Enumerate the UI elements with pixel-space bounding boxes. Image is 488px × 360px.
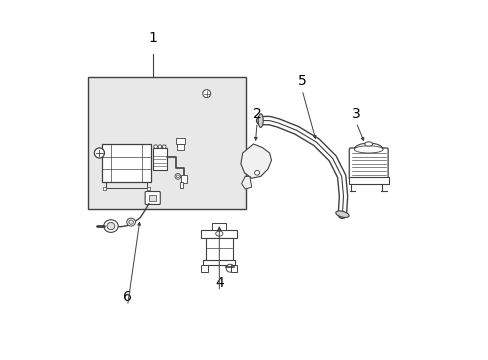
Bar (212, 223, 226, 230)
Text: 4: 4 (215, 276, 223, 290)
Polygon shape (241, 144, 271, 178)
Bar (147, 187, 150, 190)
Bar (201, 265, 207, 272)
Ellipse shape (128, 220, 133, 224)
Ellipse shape (354, 146, 382, 153)
Ellipse shape (175, 174, 181, 179)
FancyBboxPatch shape (348, 148, 387, 180)
Bar (149, 195, 156, 201)
Ellipse shape (176, 175, 179, 178)
Bar (201, 230, 237, 238)
Ellipse shape (107, 222, 115, 230)
Ellipse shape (225, 264, 234, 272)
Ellipse shape (158, 145, 162, 148)
Bar (179, 182, 183, 188)
Ellipse shape (203, 90, 210, 98)
Ellipse shape (335, 211, 348, 217)
Text: 6: 6 (123, 290, 132, 304)
Bar (230, 265, 237, 272)
Bar (181, 175, 186, 183)
Ellipse shape (103, 220, 118, 233)
Bar (203, 260, 235, 265)
Ellipse shape (254, 170, 259, 175)
Text: 3: 3 (351, 107, 360, 121)
Ellipse shape (94, 148, 104, 158)
Text: 2: 2 (252, 107, 261, 121)
Text: 5: 5 (297, 74, 306, 88)
Bar (102, 144, 151, 182)
Bar (152, 148, 167, 170)
FancyBboxPatch shape (145, 192, 160, 204)
Bar (205, 238, 232, 261)
Ellipse shape (126, 218, 135, 226)
Bar (103, 187, 106, 190)
Bar (177, 144, 183, 150)
Ellipse shape (153, 145, 157, 148)
Polygon shape (241, 176, 251, 189)
Ellipse shape (258, 114, 263, 127)
Bar (348, 177, 387, 184)
Text: 1: 1 (148, 31, 157, 45)
Bar (176, 138, 185, 144)
Ellipse shape (364, 142, 372, 146)
Ellipse shape (215, 231, 223, 236)
Ellipse shape (162, 145, 166, 148)
Bar (88, 77, 246, 209)
